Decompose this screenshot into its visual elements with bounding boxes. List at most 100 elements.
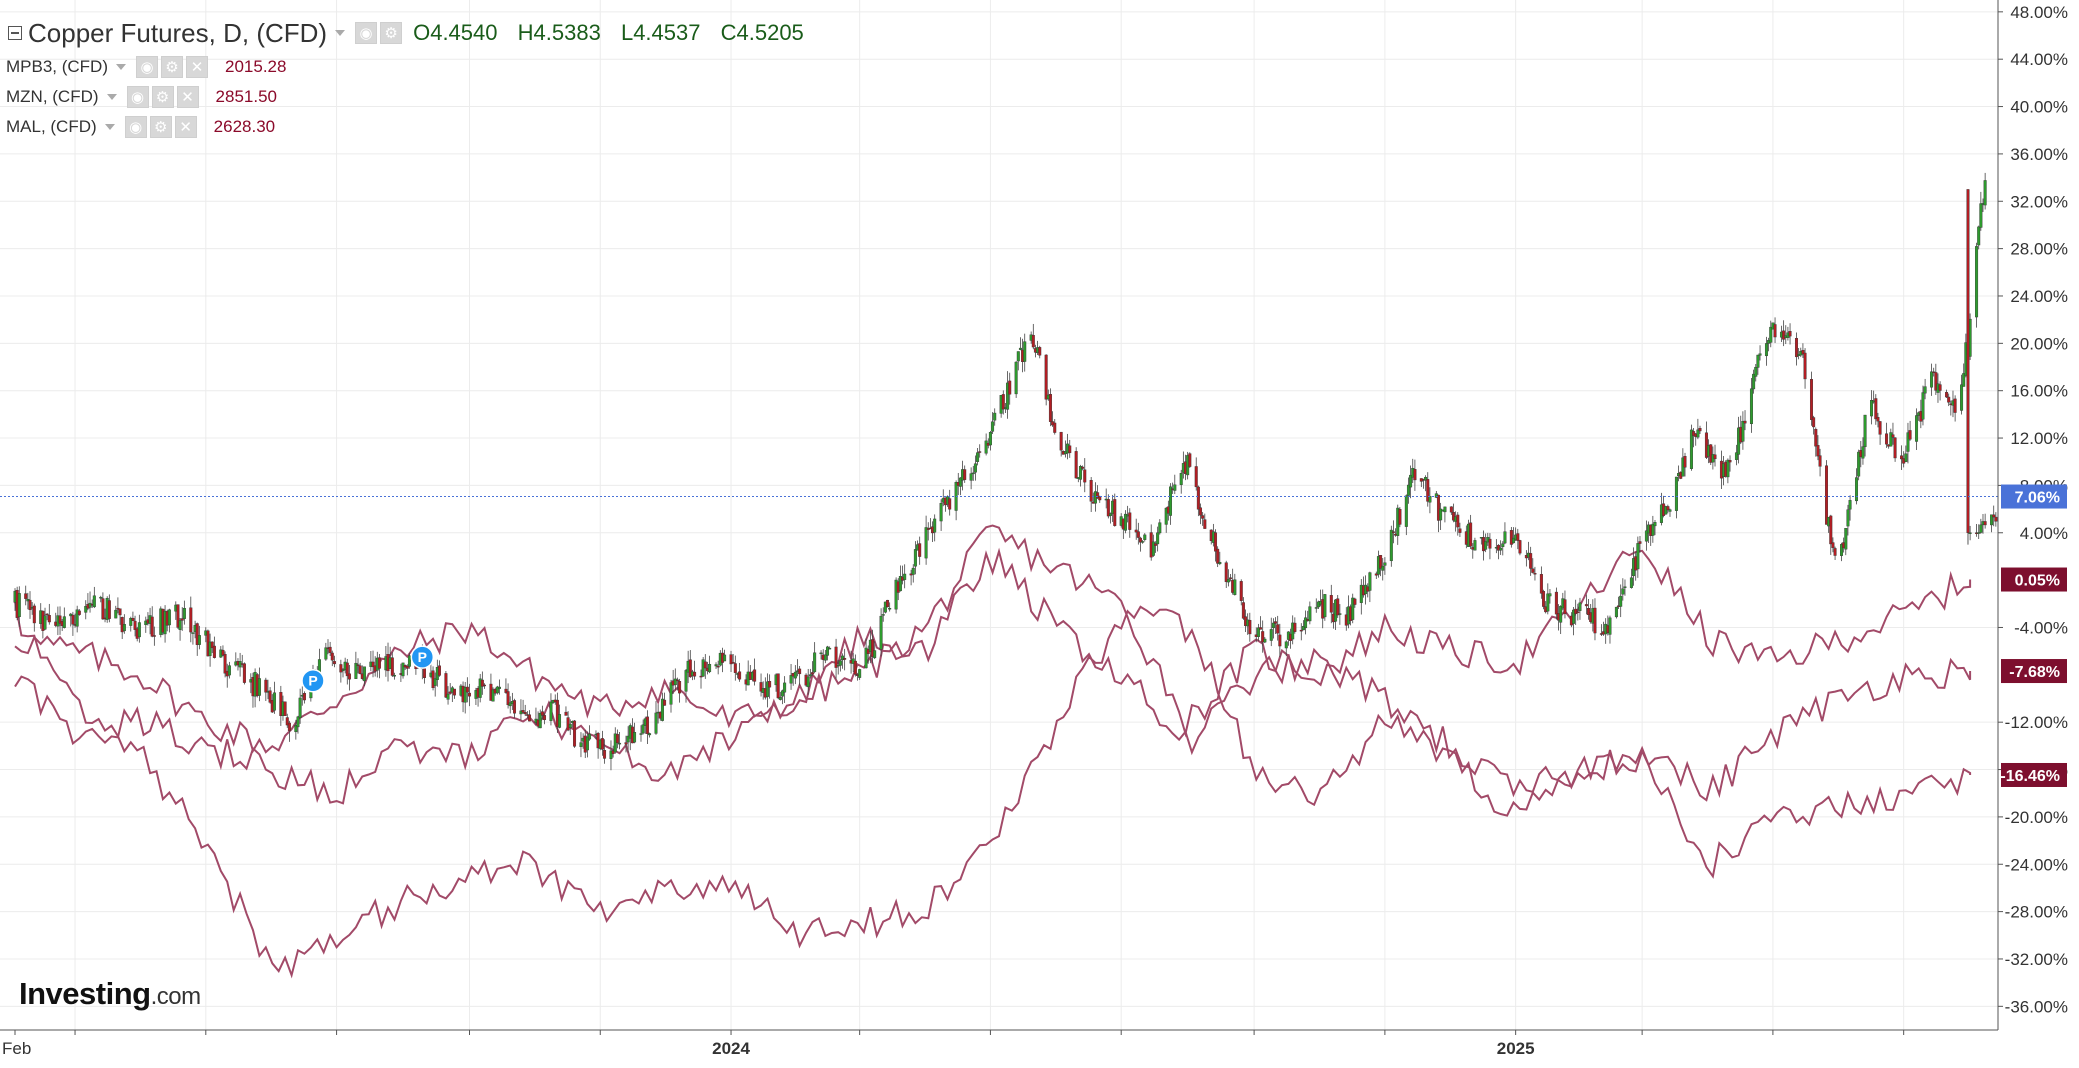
candle xyxy=(1269,617,1273,647)
candle xyxy=(268,687,272,704)
candle xyxy=(47,603,51,625)
candle xyxy=(1891,422,1895,445)
candle xyxy=(1698,425,1702,434)
caret-down-icon[interactable] xyxy=(104,124,115,130)
candle xyxy=(639,725,643,742)
candle xyxy=(377,654,381,679)
time-axis: Feb 2024 2025 xyxy=(0,1029,1998,1058)
gear-icon[interactable]: ⚙ xyxy=(149,116,172,138)
comparison-title[interactable]: MZN, (CFD) xyxy=(6,87,99,106)
candle xyxy=(898,565,902,592)
gear-icon[interactable]: ⚙ xyxy=(151,86,174,108)
candle xyxy=(1271,618,1275,639)
candle xyxy=(978,444,982,458)
candle xyxy=(1904,445,1908,463)
comparison-value: 2628.30 xyxy=(213,117,276,136)
comparison-title[interactable]: MPB3, (CFD) xyxy=(6,57,108,76)
candle xyxy=(1008,372,1012,405)
candle xyxy=(675,677,679,691)
candle xyxy=(1749,378,1753,433)
price-tick-label: 28.00% xyxy=(2010,240,2068,259)
eye-icon[interactable]: ◉ xyxy=(136,56,158,78)
candle xyxy=(633,722,637,744)
close-icon[interactable]: ✕ xyxy=(176,86,199,108)
candle xyxy=(1531,558,1535,574)
candle xyxy=(1081,465,1085,471)
candle xyxy=(1299,623,1303,641)
event-markers[interactable]: PP xyxy=(301,645,435,693)
eye-icon[interactable]: ◉ xyxy=(355,22,378,44)
candle xyxy=(963,465,967,483)
candle xyxy=(178,617,182,641)
candle xyxy=(107,594,111,623)
candle xyxy=(1404,494,1408,536)
candle xyxy=(330,650,334,667)
candle xyxy=(538,709,542,729)
candle xyxy=(167,608,171,633)
candle xyxy=(437,660,441,677)
candle xyxy=(768,674,772,699)
price-tick-label: -12.00% xyxy=(2005,713,2068,732)
candle xyxy=(1336,595,1340,618)
candle xyxy=(778,691,782,701)
price-tick-label: -20.00% xyxy=(2005,808,2068,827)
candle xyxy=(1614,606,1618,619)
eye-icon[interactable]: ◉ xyxy=(124,116,147,138)
candle xyxy=(1068,439,1072,458)
candle xyxy=(221,645,225,657)
candle xyxy=(152,626,156,646)
candle xyxy=(1696,418,1700,440)
candle xyxy=(615,729,619,749)
event-marker[interactable]: P xyxy=(410,645,435,669)
value-tag-label: -16.46% xyxy=(2000,768,2060,785)
caret-down-icon[interactable] xyxy=(335,30,346,36)
candle xyxy=(1773,317,1777,344)
candle xyxy=(864,638,868,669)
price-tick-label: -4.00% xyxy=(2014,618,2068,637)
event-marker[interactable]: P xyxy=(301,668,325,693)
candle xyxy=(75,605,79,633)
candle xyxy=(1756,354,1760,375)
eye-icon[interactable]: ◉ xyxy=(126,86,149,108)
candle xyxy=(958,477,962,496)
candle xyxy=(197,625,201,650)
candle xyxy=(585,731,589,758)
candle xyxy=(227,661,231,679)
candle xyxy=(1947,393,1951,407)
candle xyxy=(913,541,917,575)
gear-icon[interactable]: ⚙ xyxy=(161,56,183,78)
candle xyxy=(645,710,649,744)
caret-down-icon[interactable] xyxy=(116,64,126,70)
candle xyxy=(1389,525,1393,567)
candle xyxy=(463,681,467,714)
candle xyxy=(708,655,712,674)
candle xyxy=(798,666,802,686)
candle xyxy=(703,654,707,679)
candle xyxy=(624,735,628,753)
comparison-line-mpb3 xyxy=(14,524,1972,754)
candle xyxy=(1059,431,1063,457)
main-series-title[interactable]: Copper Futures, D, (CFD) xyxy=(28,17,328,48)
candle xyxy=(1089,477,1093,512)
close-icon[interactable]: ✕ xyxy=(174,116,197,138)
candle xyxy=(1900,445,1904,470)
candle xyxy=(1353,597,1357,608)
collapse-icon[interactable] xyxy=(8,26,22,40)
candle xyxy=(431,666,435,691)
value-tag-label: -7.68% xyxy=(2009,664,2060,681)
candle xyxy=(354,651,358,679)
comparison-legend-mal: MAL, (CFD) ◉ ⚙ ✕ 2628.30 xyxy=(0,112,818,142)
candle xyxy=(444,671,448,698)
candle xyxy=(1074,447,1078,479)
candle xyxy=(1908,420,1912,441)
candle xyxy=(834,638,838,680)
comparison-title[interactable]: MAL, (CFD) xyxy=(6,117,97,136)
candle xyxy=(62,607,66,629)
caret-down-icon[interactable] xyxy=(106,94,117,100)
gear-icon[interactable]: ⚙ xyxy=(380,22,403,44)
candle xyxy=(1044,354,1048,406)
close-icon[interactable]: ✕ xyxy=(186,56,208,78)
candle xyxy=(328,641,332,657)
